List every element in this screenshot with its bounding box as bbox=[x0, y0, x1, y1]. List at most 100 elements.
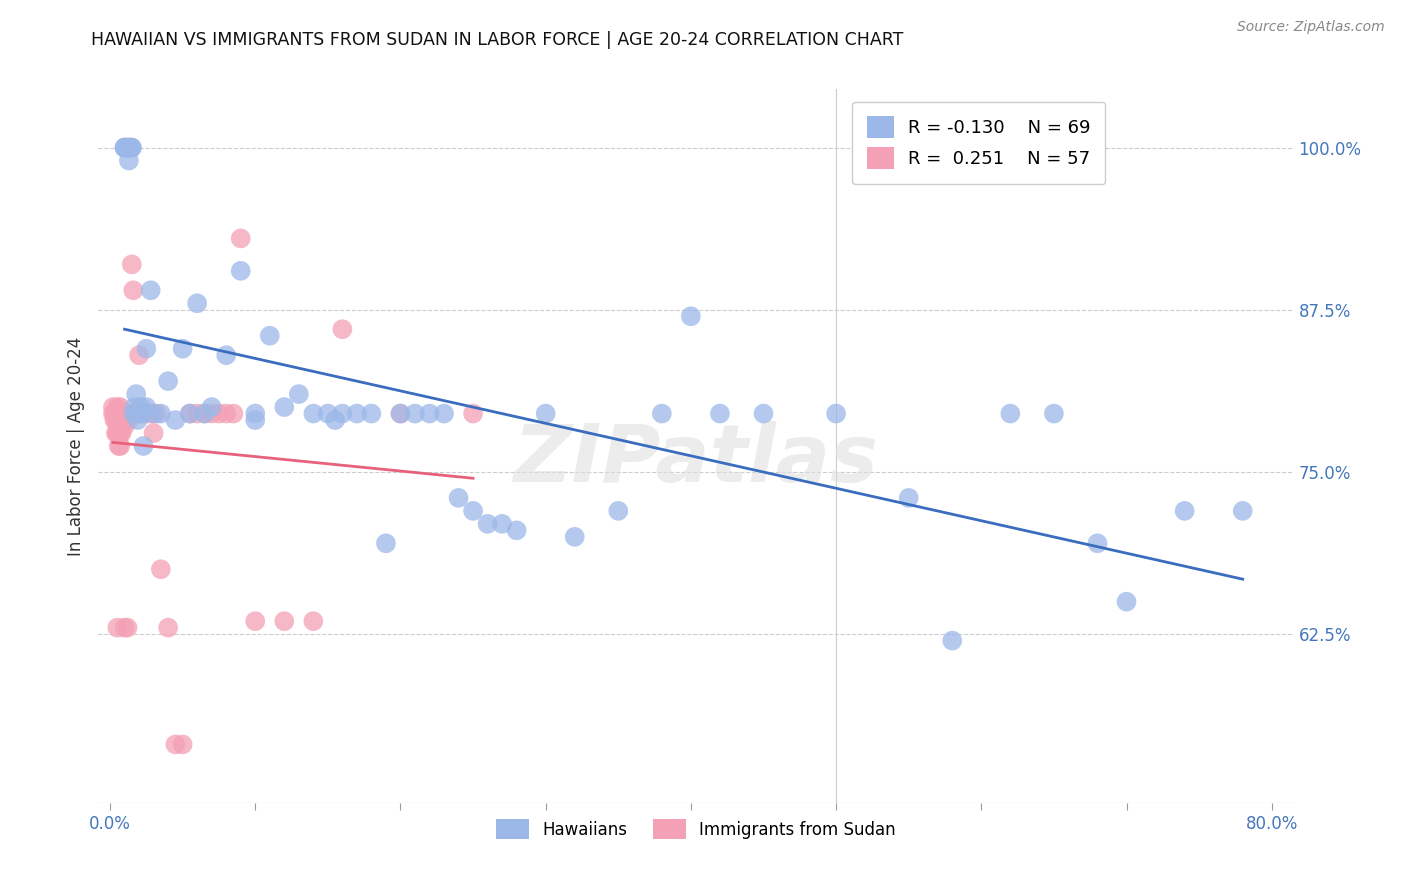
Point bbox=[122, 407, 145, 421]
Point bbox=[108, 439, 131, 453]
Point bbox=[135, 407, 157, 421]
Point bbox=[149, 562, 172, 576]
Point bbox=[564, 530, 586, 544]
Point bbox=[105, 413, 128, 427]
Point bbox=[118, 140, 141, 154]
Point bbox=[118, 413, 141, 427]
Text: HAWAIIAN VS IMMIGRANTS FROM SUDAN IN LABOR FORCE | AGE 20-24 CORRELATION CHART: HAWAIIAN VS IMMIGRANTS FROM SUDAN IN LAB… bbox=[91, 31, 904, 49]
Point bbox=[124, 400, 146, 414]
Point bbox=[259, 328, 281, 343]
Point bbox=[117, 140, 139, 154]
Point bbox=[112, 407, 135, 421]
Point bbox=[127, 413, 149, 427]
Point bbox=[111, 413, 134, 427]
Text: ZIPatlas: ZIPatlas bbox=[513, 421, 879, 500]
Point bbox=[186, 407, 208, 421]
Point bbox=[179, 407, 201, 421]
Point bbox=[316, 407, 339, 421]
Point bbox=[104, 413, 127, 427]
Point bbox=[215, 407, 238, 421]
Point bbox=[491, 516, 513, 531]
Point bbox=[142, 425, 165, 440]
Point bbox=[179, 407, 201, 421]
Point bbox=[157, 621, 180, 635]
Point bbox=[105, 621, 128, 635]
Point bbox=[131, 407, 153, 421]
Y-axis label: In Labor Force | Age 20-24: In Labor Force | Age 20-24 bbox=[66, 336, 84, 556]
Point bbox=[607, 504, 630, 518]
Point bbox=[1232, 504, 1254, 518]
Point bbox=[145, 407, 167, 421]
Point bbox=[111, 425, 134, 440]
Point bbox=[139, 407, 162, 421]
Point bbox=[101, 407, 124, 421]
Point bbox=[107, 439, 129, 453]
Point bbox=[245, 413, 267, 427]
Point bbox=[105, 400, 128, 414]
Point bbox=[389, 407, 412, 421]
Point bbox=[222, 407, 245, 421]
Point bbox=[172, 342, 194, 356]
Point bbox=[117, 140, 139, 154]
Point bbox=[229, 231, 252, 245]
Point bbox=[128, 348, 150, 362]
Point bbox=[245, 614, 267, 628]
Point bbox=[121, 140, 143, 154]
Point bbox=[229, 264, 252, 278]
Point bbox=[114, 140, 136, 154]
Point bbox=[129, 400, 152, 414]
Point bbox=[897, 491, 920, 505]
Point bbox=[201, 407, 224, 421]
Point bbox=[193, 407, 215, 421]
Point bbox=[332, 322, 354, 336]
Point bbox=[107, 407, 129, 421]
Point bbox=[149, 407, 172, 421]
Point bbox=[193, 407, 215, 421]
Point bbox=[104, 425, 127, 440]
Point bbox=[709, 407, 731, 421]
Point bbox=[103, 413, 125, 427]
Point bbox=[114, 419, 136, 434]
Point bbox=[139, 283, 162, 297]
Point bbox=[118, 153, 141, 168]
Point bbox=[108, 400, 131, 414]
Point bbox=[752, 407, 775, 421]
Point bbox=[323, 413, 346, 427]
Point bbox=[477, 516, 499, 531]
Point bbox=[157, 374, 180, 388]
Point bbox=[201, 400, 224, 414]
Point bbox=[288, 387, 311, 401]
Point bbox=[941, 633, 963, 648]
Point bbox=[114, 413, 136, 427]
Point bbox=[165, 738, 187, 752]
Point bbox=[142, 407, 165, 421]
Point bbox=[273, 614, 295, 628]
Point bbox=[121, 257, 143, 271]
Point bbox=[111, 407, 134, 421]
Legend: Hawaiians, Immigrants from Sudan: Hawaiians, Immigrants from Sudan bbox=[489, 813, 903, 846]
Point bbox=[208, 407, 231, 421]
Point bbox=[302, 614, 325, 628]
Point bbox=[114, 140, 136, 154]
Point bbox=[505, 524, 527, 538]
Point bbox=[112, 413, 135, 427]
Point bbox=[114, 140, 136, 154]
Point bbox=[346, 407, 368, 421]
Point bbox=[165, 413, 187, 427]
Point bbox=[1115, 595, 1137, 609]
Point bbox=[120, 140, 142, 154]
Point bbox=[108, 413, 131, 427]
Point bbox=[679, 310, 702, 324]
Point bbox=[245, 407, 267, 421]
Point bbox=[108, 425, 131, 440]
Point bbox=[447, 491, 470, 505]
Point bbox=[825, 407, 848, 421]
Point bbox=[117, 621, 139, 635]
Point bbox=[418, 407, 440, 421]
Point bbox=[534, 407, 557, 421]
Point bbox=[105, 407, 128, 421]
Point bbox=[1043, 407, 1066, 421]
Point bbox=[461, 407, 484, 421]
Point bbox=[135, 342, 157, 356]
Point bbox=[114, 407, 136, 421]
